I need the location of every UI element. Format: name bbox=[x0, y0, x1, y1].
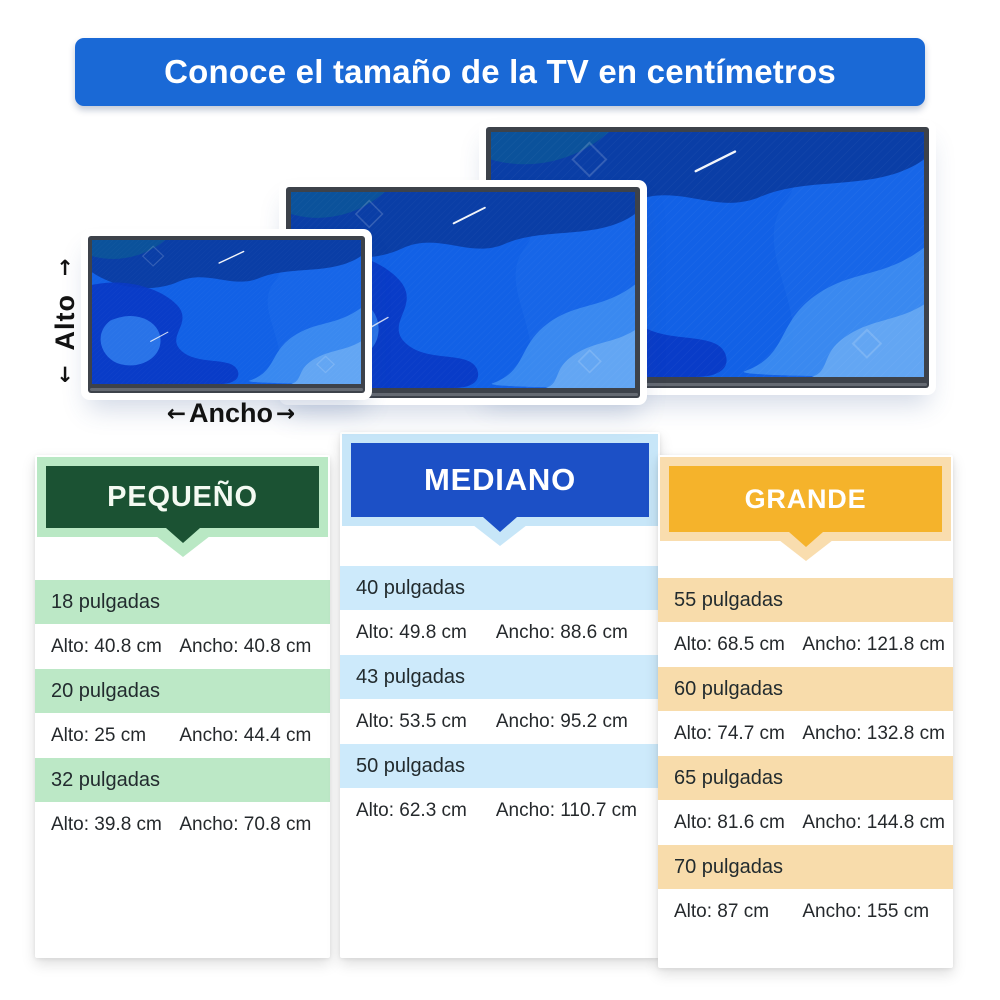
category-header-pequeno: PEQUEÑO bbox=[37, 457, 328, 557]
rows: 40 pulgadas Alto: 49.8 cm Ancho: 88.6 cm 43… bbox=[340, 566, 660, 833]
size-label: 60 pulgadas bbox=[674, 677, 783, 700]
dimensions-row: Alto: 74.7 cm Ancho: 132.8 cm bbox=[658, 711, 953, 756]
category-header-mediano: MEDIANO bbox=[342, 434, 658, 546]
size-row: 20 pulgadas bbox=[35, 669, 330, 713]
dimensions-row: Alto: 39.8 cm Ancho: 70.8 cm bbox=[35, 802, 330, 847]
size-row: 55 pulgadas bbox=[658, 578, 953, 622]
size-label: 65 pulgadas bbox=[674, 766, 783, 789]
category-card-grande: GRANDE 55 pulgadas Alto: 68.5 cm Ancho: 12… bbox=[658, 455, 953, 968]
alto-value: Alto: 25 cm bbox=[51, 724, 147, 746]
dimensions-row: Alto: 62.3 cm Ancho: 110.7 cm bbox=[340, 788, 660, 833]
dimensions-row: Alto: 87 cm Ancho: 155 cm bbox=[658, 889, 953, 934]
tv-small bbox=[88, 236, 365, 393]
alto-value: Alto: 62.3 cm bbox=[356, 799, 467, 821]
category-title-grande: GRANDE bbox=[744, 483, 867, 514]
size-label: 50 pulgadas bbox=[356, 754, 465, 777]
arrow-right-icon: → bbox=[276, 400, 296, 427]
dimensions-row: Alto: 40.8 cm Ancho: 40.8 cm bbox=[35, 624, 330, 669]
arrow-down-icon: ↓ bbox=[56, 362, 74, 387]
alto-value: Alto: 53.5 cm bbox=[356, 710, 467, 732]
ancho-value: Ancho: 95.2 cm bbox=[495, 710, 628, 732]
alto-value: Alto: 49.8 cm bbox=[356, 621, 467, 643]
size-label: 70 pulgadas bbox=[674, 855, 783, 878]
category-title-mediano: MEDIANO bbox=[424, 462, 576, 497]
alto-value: Alto: 68.5 cm bbox=[674, 633, 785, 655]
pointer-tail bbox=[165, 528, 200, 543]
tv-screen-art bbox=[92, 240, 361, 384]
ancho-value: Ancho: 88.6 cm bbox=[495, 621, 628, 643]
category-card-mediano: MEDIANO 40 pulgadas Alto: 49.8 cm Ancho: 8… bbox=[340, 432, 660, 958]
dimensions-row: Alto: 49.8 cm Ancho: 88.6 cm bbox=[340, 610, 660, 655]
category-title-pequeno: PEQUEÑO bbox=[107, 480, 258, 513]
alto-text: Alto bbox=[49, 293, 80, 351]
page-title: Conoce el tamaño de la TV en centímetros bbox=[164, 53, 836, 90]
size-row: 70 pulgadas bbox=[658, 845, 953, 889]
ancho-value: Ancho: 40.8 cm bbox=[179, 635, 312, 657]
pointer-tail bbox=[788, 532, 823, 547]
alto-value: Alto: 39.8 cm bbox=[51, 813, 162, 835]
rows: 55 pulgadas Alto: 68.5 cm Ancho: 121.8 cm 6… bbox=[658, 578, 953, 934]
dimensions-row: Alto: 53.5 cm Ancho: 95.2 cm bbox=[340, 699, 660, 744]
size-row: 50 pulgadas bbox=[340, 744, 660, 788]
width-axis-label: ← Ancho → bbox=[146, 398, 316, 429]
size-row: 65 pulgadas bbox=[658, 756, 953, 800]
alto-value: Alto: 87 cm bbox=[674, 900, 770, 922]
size-row: 43 pulgadas bbox=[340, 655, 660, 699]
pointer-tail bbox=[483, 517, 517, 532]
size-label: 55 pulgadas bbox=[674, 588, 783, 611]
ancho-value: Ancho: 132.8 cm bbox=[802, 722, 945, 744]
size-label: 43 pulgadas bbox=[356, 665, 465, 688]
alto-value: Alto: 81.6 cm bbox=[674, 811, 785, 833]
size-label: 20 pulgadas bbox=[51, 679, 160, 702]
ancho-value: Ancho: 110.7 cm bbox=[495, 799, 638, 821]
ancho-value: Ancho: 121.8 cm bbox=[802, 633, 945, 655]
dimensions-row: Alto: 25 cm Ancho: 44.4 cm bbox=[35, 713, 330, 758]
rows: 18 pulgadas Alto: 40.8 cm Ancho: 40.8 cm 20… bbox=[35, 580, 330, 847]
arrow-left-icon: ← bbox=[166, 400, 186, 427]
ancho-value: Ancho: 144.8 cm bbox=[802, 811, 945, 833]
alto-value: Alto: 40.8 cm bbox=[51, 635, 162, 657]
arrow-up-icon: ↑ bbox=[56, 256, 74, 280]
category-card-pequeno: PEQUEÑO 18 pulgadas Alto: 40.8 cm Ancho: 4… bbox=[35, 455, 330, 958]
ancho-value: Ancho: 155 cm bbox=[802, 900, 930, 922]
size-row: 40 pulgadas bbox=[340, 566, 660, 610]
size-row: 18 pulgadas bbox=[35, 580, 330, 624]
size-row: 60 pulgadas bbox=[658, 667, 953, 711]
header-banner: Conoce el tamaño de la TV en centímetros bbox=[75, 38, 925, 106]
ancho-value: Ancho: 70.8 cm bbox=[179, 813, 312, 835]
alto-value: Alto: 74.7 cm bbox=[674, 722, 785, 744]
ancho-value: Ancho: 44.4 cm bbox=[179, 724, 312, 746]
size-label: 18 pulgadas bbox=[51, 590, 160, 613]
size-row: 32 pulgadas bbox=[35, 758, 330, 802]
height-axis-label: ↑ Alto ↓ bbox=[44, 258, 86, 386]
size-label: 40 pulgadas bbox=[356, 576, 465, 599]
ancho-text: Ancho bbox=[189, 398, 273, 428]
dimensions-row: Alto: 81.6 cm Ancho: 144.8 cm bbox=[658, 800, 953, 845]
size-label: 32 pulgadas bbox=[51, 768, 160, 791]
category-header-grande: GRANDE bbox=[660, 457, 951, 561]
dimensions-row: Alto: 68.5 cm Ancho: 121.8 cm bbox=[658, 622, 953, 667]
